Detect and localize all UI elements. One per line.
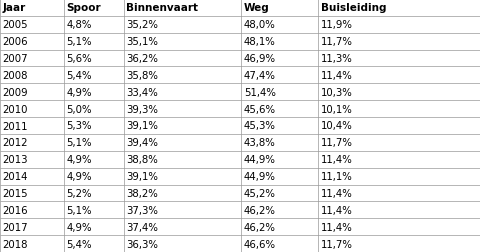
Text: 46,6%: 46,6% (244, 239, 276, 248)
Text: 35,8%: 35,8% (126, 71, 158, 81)
Text: 36,3%: 36,3% (126, 239, 158, 248)
Text: 39,4%: 39,4% (126, 138, 158, 148)
Text: 5,4%: 5,4% (66, 71, 92, 81)
Text: 2007: 2007 (2, 54, 28, 64)
Text: 11,7%: 11,7% (321, 239, 352, 248)
Text: Spoor: Spoor (66, 4, 101, 13)
Text: 11,4%: 11,4% (321, 71, 352, 81)
Text: 11,1%: 11,1% (321, 171, 352, 181)
Text: 45,2%: 45,2% (244, 188, 276, 198)
Text: 2015: 2015 (2, 188, 28, 198)
Text: 2011: 2011 (2, 121, 28, 131)
Text: 33,4%: 33,4% (126, 87, 158, 97)
Text: 48,1%: 48,1% (244, 37, 276, 47)
Text: 11,4%: 11,4% (321, 222, 352, 232)
Text: 10,1%: 10,1% (321, 104, 352, 114)
Text: 11,3%: 11,3% (321, 54, 352, 64)
Text: 5,1%: 5,1% (66, 205, 92, 215)
Text: 44,9%: 44,9% (244, 155, 276, 165)
Text: 2009: 2009 (2, 87, 28, 97)
Text: Binnenvaart: Binnenvaart (126, 4, 198, 13)
Text: 2013: 2013 (2, 155, 28, 165)
Text: 2016: 2016 (2, 205, 28, 215)
Text: 5,0%: 5,0% (66, 104, 92, 114)
Text: 5,1%: 5,1% (66, 37, 92, 47)
Text: 10,4%: 10,4% (321, 121, 352, 131)
Text: 4,9%: 4,9% (66, 155, 92, 165)
Text: 46,2%: 46,2% (244, 222, 276, 232)
Text: 48,0%: 48,0% (244, 20, 276, 30)
Text: 5,3%: 5,3% (66, 121, 92, 131)
Text: 11,4%: 11,4% (321, 155, 352, 165)
Text: Jaar: Jaar (2, 4, 25, 13)
Text: 11,7%: 11,7% (321, 138, 352, 148)
Text: 35,1%: 35,1% (126, 37, 158, 47)
Text: 45,6%: 45,6% (244, 104, 276, 114)
Text: 5,6%: 5,6% (66, 54, 92, 64)
Text: 46,2%: 46,2% (244, 205, 276, 215)
Text: 39,1%: 39,1% (126, 121, 158, 131)
Text: Buisleiding: Buisleiding (321, 4, 386, 13)
Text: 4,8%: 4,8% (66, 20, 92, 30)
Text: 38,8%: 38,8% (126, 155, 158, 165)
Text: 38,2%: 38,2% (126, 188, 158, 198)
Text: 39,1%: 39,1% (126, 171, 158, 181)
Text: 36,2%: 36,2% (126, 54, 158, 64)
Text: 51,4%: 51,4% (244, 87, 276, 97)
Text: 5,4%: 5,4% (66, 239, 92, 248)
Text: 11,7%: 11,7% (321, 37, 352, 47)
Text: 44,9%: 44,9% (244, 171, 276, 181)
Text: 10,3%: 10,3% (321, 87, 352, 97)
Text: 4,9%: 4,9% (66, 222, 92, 232)
Text: 43,8%: 43,8% (244, 138, 276, 148)
Text: 47,4%: 47,4% (244, 71, 276, 81)
Text: 4,9%: 4,9% (66, 87, 92, 97)
Text: 46,9%: 46,9% (244, 54, 276, 64)
Text: Weg: Weg (244, 4, 270, 13)
Text: 2017: 2017 (2, 222, 28, 232)
Text: 2018: 2018 (2, 239, 28, 248)
Text: 4,9%: 4,9% (66, 171, 92, 181)
Text: 2014: 2014 (2, 171, 28, 181)
Text: 11,9%: 11,9% (321, 20, 352, 30)
Text: 11,4%: 11,4% (321, 205, 352, 215)
Text: 5,2%: 5,2% (66, 188, 92, 198)
Text: 35,2%: 35,2% (126, 20, 158, 30)
Text: 11,4%: 11,4% (321, 188, 352, 198)
Text: 2005: 2005 (2, 20, 28, 30)
Text: 2012: 2012 (2, 138, 28, 148)
Text: 2010: 2010 (2, 104, 28, 114)
Text: 39,3%: 39,3% (126, 104, 158, 114)
Text: 2008: 2008 (2, 71, 28, 81)
Text: 45,3%: 45,3% (244, 121, 276, 131)
Text: 2006: 2006 (2, 37, 28, 47)
Text: 5,1%: 5,1% (66, 138, 92, 148)
Text: 37,4%: 37,4% (126, 222, 158, 232)
Text: 37,3%: 37,3% (126, 205, 158, 215)
